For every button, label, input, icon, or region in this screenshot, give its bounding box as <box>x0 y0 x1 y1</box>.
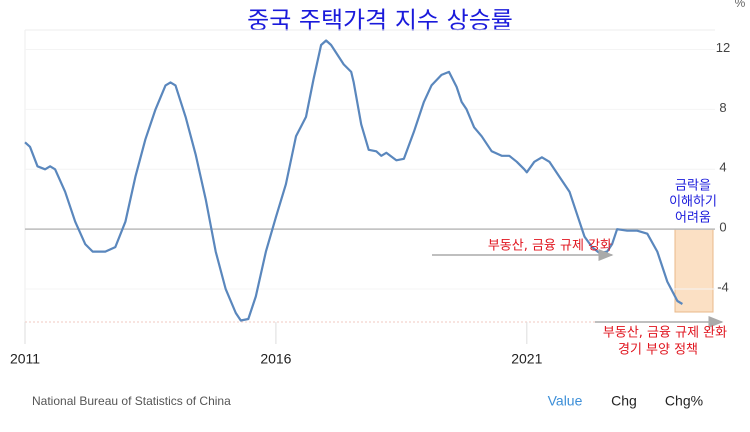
source: National Bureau of Statistics of China <box>32 394 231 408</box>
annotation: 어려움 <box>675 211 711 226</box>
annotation: 경기 부양 정책 <box>618 343 698 358</box>
line <box>24 39 683 322</box>
y-tick-label: 8 <box>719 100 726 115</box>
annotation: 금락을 <box>675 179 711 194</box>
annotation: 부동산, 금융 규제 강화 <box>488 239 612 254</box>
tab[interactable]: Chg% <box>665 393 703 409</box>
x-tick-label: 2011 <box>10 351 40 367</box>
y-tick-label: 12 <box>716 40 730 55</box>
y-tick-label: 0 <box>719 220 726 235</box>
tab[interactable]: Value <box>548 393 583 409</box>
annotation: 이해하기 <box>669 195 717 210</box>
plot: 12 8 4 0 -4 2011 2016 2021 <box>10 29 730 367</box>
y-tick-label: 4 <box>719 160 726 175</box>
tab[interactable]: Chg <box>611 393 637 409</box>
x-tick-label: 2016 <box>260 351 291 367</box>
highlight-box <box>674 228 714 313</box>
y-tick-label: -4 <box>717 279 729 294</box>
y-unit: % <box>735 0 746 10</box>
x-tick-label: 2021 <box>511 351 542 367</box>
annotation: 부동산, 금융 규제 완화 <box>603 326 727 341</box>
